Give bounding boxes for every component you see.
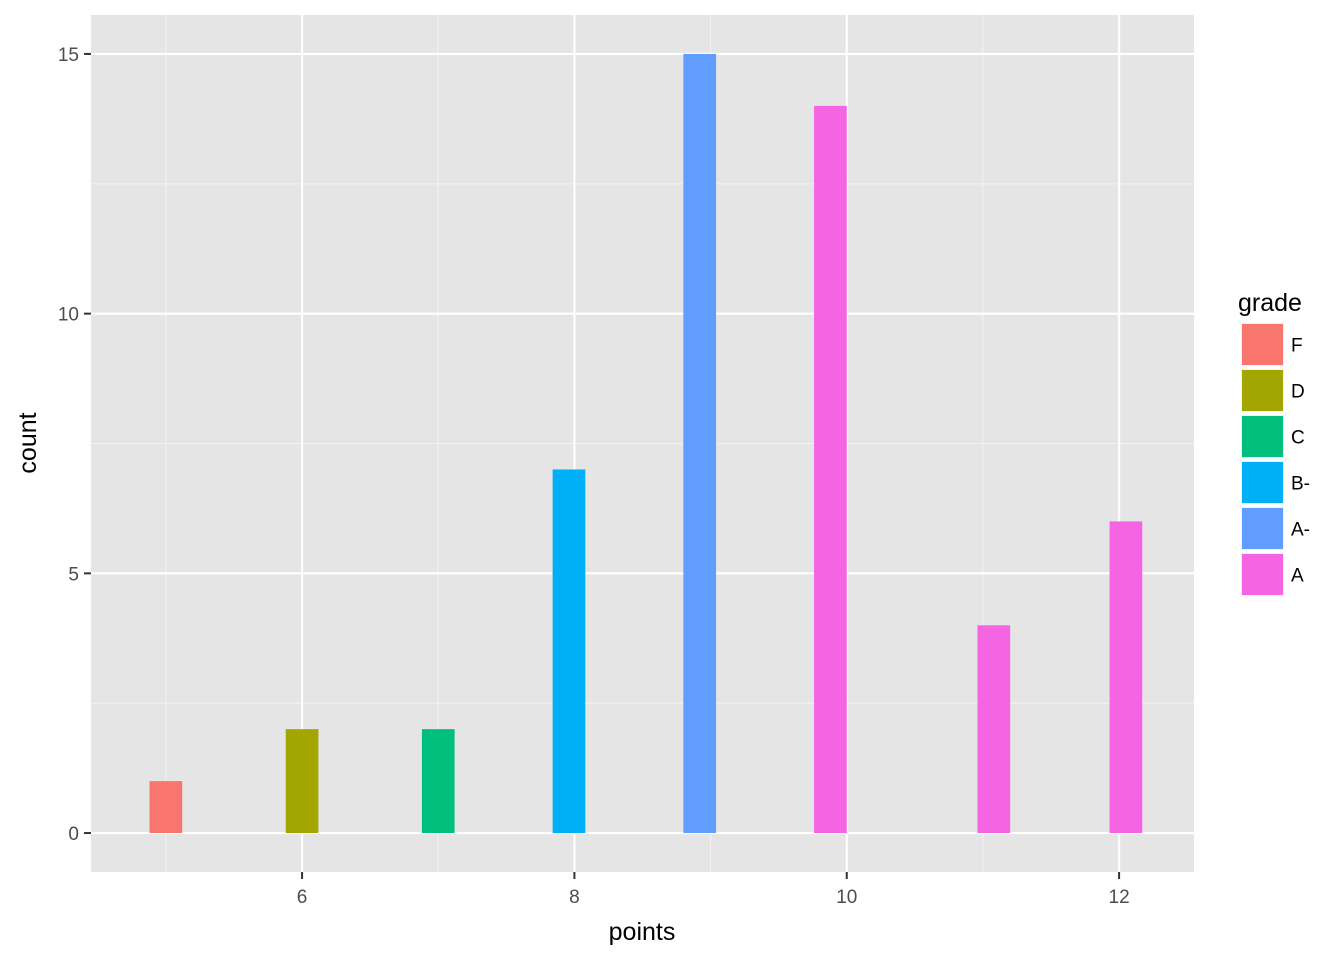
bars bbox=[149, 53, 1143, 834]
legend-label: D bbox=[1291, 382, 1305, 403]
y-tick-label: 5 bbox=[68, 564, 79, 585]
y-tick-label: 15 bbox=[58, 45, 79, 66]
legend-swatch bbox=[1242, 416, 1283, 457]
y-axis-title: count bbox=[14, 412, 42, 473]
legend-swatch bbox=[1242, 370, 1283, 411]
legend-swatch bbox=[1242, 324, 1283, 365]
legend-title: grade bbox=[1238, 289, 1302, 317]
x-tick-label: 8 bbox=[569, 887, 580, 908]
x-tick-label: 12 bbox=[1109, 887, 1130, 908]
x-axis: 6 8 10 12 bbox=[297, 872, 1130, 908]
bar bbox=[1109, 521, 1143, 834]
bar bbox=[552, 469, 586, 834]
y-tick-label: 0 bbox=[68, 824, 79, 845]
x-tick-label: 6 bbox=[297, 887, 308, 908]
legend: grade F D C B- A- A bbox=[1238, 289, 1310, 596]
y-axis: 0 5 10 15 bbox=[58, 45, 91, 845]
bar bbox=[149, 781, 183, 834]
bar bbox=[683, 53, 717, 834]
bar bbox=[814, 105, 847, 834]
x-tick-label: 10 bbox=[836, 887, 857, 908]
bar bbox=[977, 625, 1011, 834]
legend-swatch bbox=[1242, 462, 1283, 503]
bar bbox=[285, 729, 319, 834]
y-tick-label: 10 bbox=[58, 305, 79, 326]
legend-swatch bbox=[1242, 508, 1283, 549]
legend-swatch bbox=[1242, 554, 1283, 595]
legend-label: A- bbox=[1291, 520, 1310, 541]
legend-label: C bbox=[1291, 428, 1305, 449]
legend-label: A bbox=[1291, 566, 1304, 587]
legend-label: F bbox=[1291, 336, 1303, 357]
x-axis-title: points bbox=[609, 918, 676, 946]
legend-label: B- bbox=[1291, 474, 1310, 495]
bar bbox=[421, 729, 455, 834]
